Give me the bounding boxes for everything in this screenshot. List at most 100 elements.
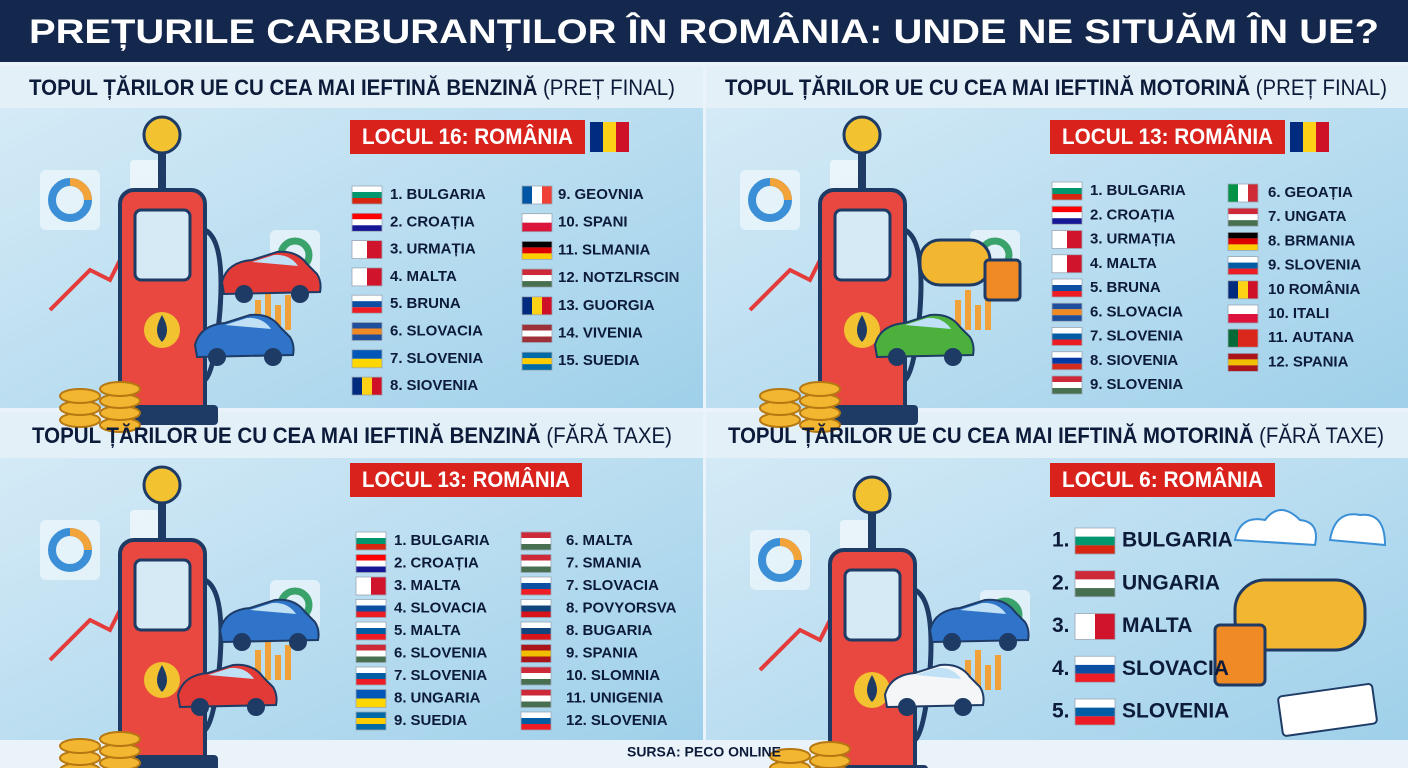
country-name: UNGARIA: [411, 689, 481, 706]
flag-stripe: [1228, 305, 1258, 314]
country-name: MALTA: [1107, 255, 1157, 272]
flag-border: [1051, 230, 1083, 249]
list-item: 2. CROAȚIA: [1090, 206, 1175, 223]
flag-stripe: [521, 724, 551, 730]
flag-stripe: [352, 349, 382, 359]
flag-stripe: [356, 622, 386, 628]
flag: [1051, 351, 1083, 371]
country-name: UNIGENIA: [590, 689, 664, 706]
flag: [1074, 570, 1116, 598]
list-item: 10. ITALI: [1268, 305, 1329, 322]
heading-strip: [0, 66, 703, 108]
flag-stripe: [521, 566, 551, 573]
flag-stripe: [522, 241, 552, 248]
flag-border: [1227, 304, 1259, 324]
flag-stripe: [1075, 570, 1115, 580]
source: SURSA: PECO ONLINE: [627, 744, 781, 760]
list-item: 1. BULGARIA: [1090, 182, 1186, 199]
flag-stripe: [356, 718, 386, 724]
cloud: [1328, 513, 1387, 547]
flag-stripe: [356, 650, 386, 657]
heading-note: (PREȚ FINAL): [1256, 75, 1387, 100]
flag-border: [1051, 254, 1083, 274]
country-name: UNGARIA: [1122, 571, 1220, 594]
list-item: 2. CROAȚIA: [394, 554, 479, 571]
list-item: 1. BULGARIA: [390, 186, 486, 203]
flag-border: [1227, 280, 1259, 300]
flag-border: [1051, 327, 1083, 346]
flag: [521, 268, 553, 288]
list-item: 7. SLOVENIA: [394, 667, 487, 684]
country-name: BULGARIA: [1122, 529, 1233, 552]
flag-stripe: [356, 554, 386, 561]
flag-stripe: [1075, 664, 1115, 674]
rank: 6.: [1090, 303, 1103, 320]
rank: 3.: [394, 577, 407, 594]
flag-stripe: [522, 275, 552, 282]
list-item: 3. MALTA: [394, 577, 461, 594]
country-name: SUEDIA: [583, 352, 640, 369]
flag-stripe: [521, 644, 551, 651]
flag-stripe: [352, 307, 382, 314]
flag-stripe: [1238, 329, 1248, 348]
flag-stripe: [1052, 182, 1082, 188]
country-name: BULGARIA: [411, 532, 490, 549]
list-item: 11. AUTANA: [1268, 329, 1354, 346]
flag-stripe: [356, 577, 371, 595]
flag-stripe: [522, 269, 552, 276]
flag: [355, 666, 387, 686]
rank: 6.: [390, 322, 403, 339]
page-title: PREȚURILE CARBURANȚILOR ÎN ROMÂNIA: UNDE…: [29, 13, 1379, 51]
flag-stripe: [521, 656, 551, 663]
flag-border: [355, 689, 387, 708]
rank: 5.: [390, 295, 403, 312]
heading-text: TOPUL ȚĂRILOR UE CU CEA MAI IEFTINĂ BENZ…: [32, 423, 541, 448]
flag-border: [520, 666, 552, 686]
flag: [355, 644, 387, 663]
flag-stripe: [371, 577, 386, 595]
flag-border: [521, 213, 553, 233]
country-name: NOTZLRSCIN: [583, 269, 680, 286]
list-item: 14. VIVENIA: [558, 324, 643, 341]
flag-stripe: [1228, 329, 1238, 348]
flag-stripe: [521, 599, 551, 606]
flag-border: [1227, 256, 1259, 276]
country-name: MALTA: [411, 577, 461, 594]
flag-stripe: [372, 377, 382, 396]
rank: 10.: [566, 667, 587, 684]
flag: [1051, 302, 1083, 322]
country-name: SUEDIA: [411, 712, 468, 729]
flag-stripe: [522, 253, 552, 260]
flag-border: [1051, 205, 1083, 225]
flag-stripe: [356, 644, 386, 651]
rank: 12.: [558, 269, 579, 286]
flag-stripe: [352, 377, 362, 396]
flag-stripe: [1052, 279, 1082, 285]
list-item: 12. SPANIA: [1268, 353, 1349, 370]
list-item: 10. SLOMNIA: [566, 667, 660, 684]
flag-border: [351, 322, 383, 341]
flag: [351, 294, 383, 314]
list-item: 4. SLOVACIA: [394, 599, 487, 616]
flag-stripe: [1228, 353, 1258, 360]
flag-stripe: [367, 240, 382, 259]
flag-stripe: [1052, 206, 1082, 213]
flag: [1227, 280, 1259, 300]
flag-stripe: [352, 322, 382, 329]
flag-border: [521, 324, 553, 343]
flag-stripe: [1075, 716, 1115, 725]
flag: [355, 531, 387, 551]
rank: 3.: [390, 241, 403, 258]
flag-border: [1051, 181, 1083, 201]
panel-heading: TOPUL ȚĂRILOR UE CU CEA MAI IEFTINĂ BENZ…: [29, 75, 675, 100]
list-item: 5. BRUNA: [390, 295, 461, 312]
list-item: 8. SIOVENIA: [390, 377, 478, 394]
rank: 7.: [566, 577, 579, 594]
rank: 6.: [394, 644, 407, 661]
flag-border: [355, 576, 387, 596]
flag-stripe: [1228, 256, 1258, 263]
flag-border: [520, 576, 552, 596]
rank: 9.: [1268, 257, 1281, 274]
flag-border: [520, 689, 552, 708]
flag-stripe: [356, 611, 386, 618]
